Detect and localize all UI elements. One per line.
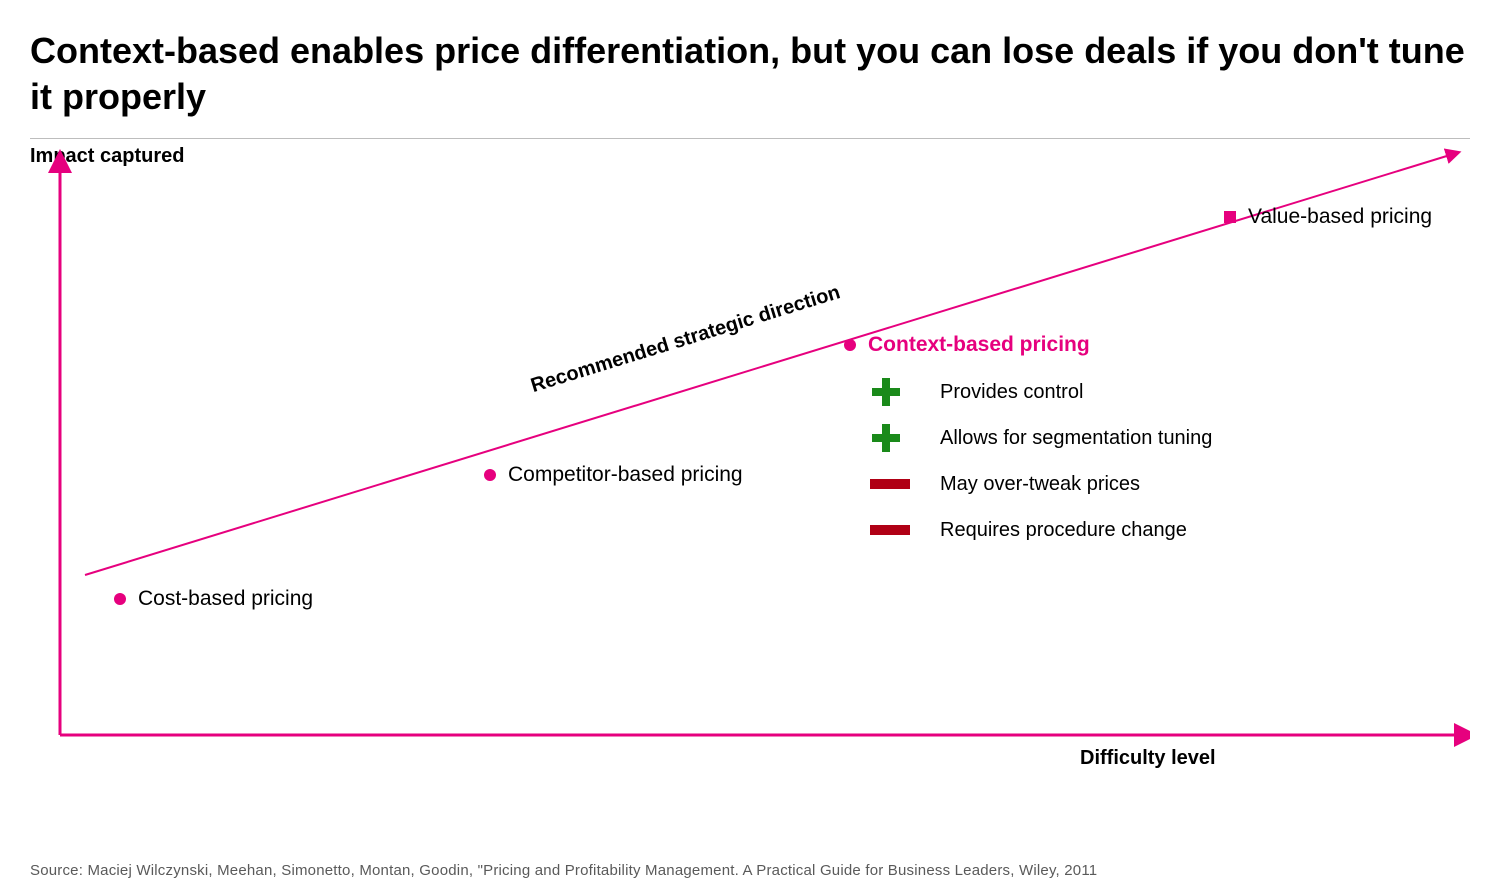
- x-axis-label: Difficulty level: [1080, 747, 1216, 770]
- divider-rule: [30, 138, 1470, 139]
- callout-pro-text: Allows for segmentation tuning: [940, 427, 1212, 450]
- point-label-cost: Cost-based pricing: [138, 587, 313, 611]
- slide: Context-based enables price differentiat…: [0, 0, 1500, 893]
- plus-icon: [870, 376, 916, 408]
- chart-area: Impact captured Recommended strategic di…: [30, 145, 1470, 795]
- minus-icon: [870, 525, 916, 535]
- source-citation: Source: Maciej Wilczynski, Meehan, Simon…: [30, 862, 1097, 879]
- point-label-context: Context-based pricing: [868, 333, 1090, 357]
- callout-con-row: May over-tweak prices: [870, 469, 1212, 499]
- callout-pro-row: Allows for segmentation tuning: [870, 423, 1212, 453]
- callout-con-row: Requires procedure change: [870, 515, 1212, 545]
- point-label-value: Value-based pricing: [1248, 205, 1432, 229]
- callout-box: Provides control Allows for segmentation…: [870, 377, 1212, 561]
- callout-con-text: May over-tweak prices: [940, 473, 1140, 496]
- point-label-competitor: Competitor-based pricing: [508, 463, 743, 487]
- callout-con-text: Requires procedure change: [940, 519, 1187, 542]
- callout-pro-row: Provides control: [870, 377, 1212, 407]
- callout-pro-text: Provides control: [940, 381, 1083, 404]
- plus-icon: [870, 422, 916, 454]
- chart-svg: [30, 145, 1470, 785]
- slide-title: Context-based enables price differentiat…: [30, 28, 1470, 120]
- minus-icon: [870, 479, 916, 489]
